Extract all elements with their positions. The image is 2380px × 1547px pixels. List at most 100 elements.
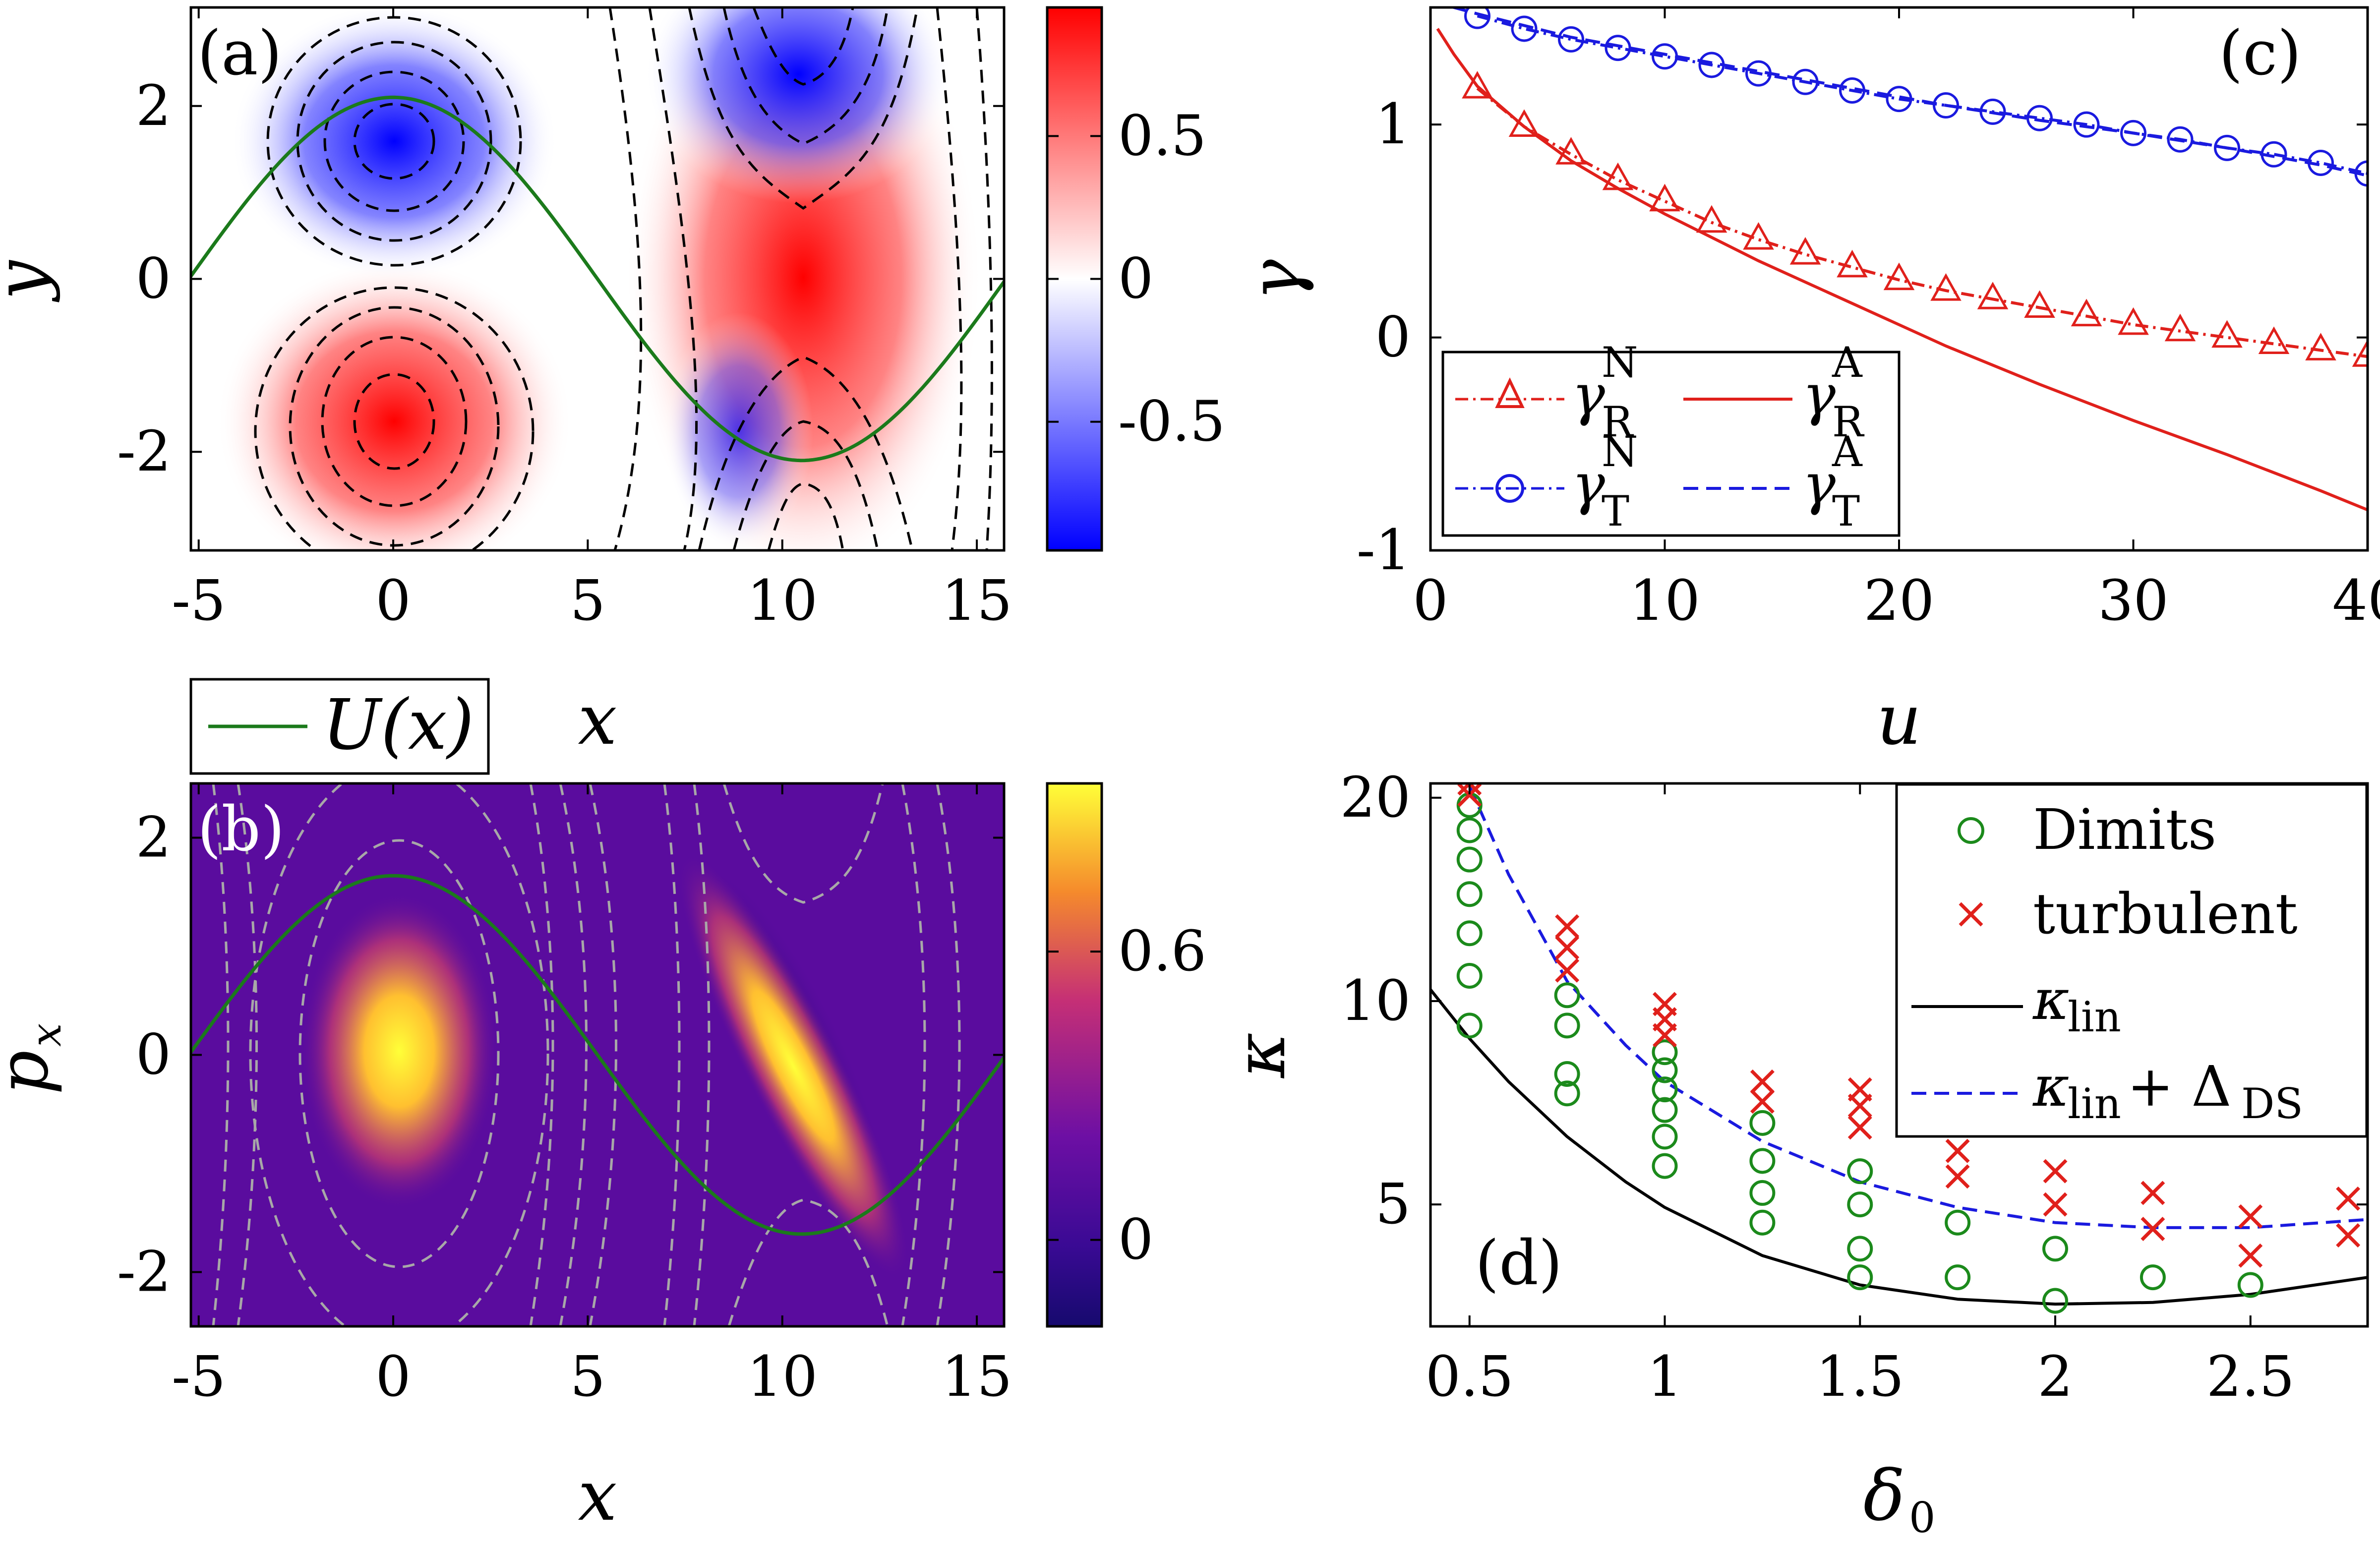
- point-turbulent: [1945, 1164, 1970, 1189]
- panel-b-ytick-label: 2: [136, 806, 171, 870]
- panel-a-ytick-label: 2: [136, 74, 171, 138]
- panel-a: -5 0 5 10 15 -2 0 2 (a) x y 0.5 0 -0.5 U(x): [0, 6, 1225, 775]
- series-gRN-marker: [2305, 333, 2336, 360]
- point-dimits: [1749, 1110, 1776, 1136]
- panel-c: 010203040-101 (c) u γ γ N R γ A R γ: [1235, 6, 2380, 761]
- svg-text:δ: δ: [1863, 1456, 1905, 1537]
- panel-d-ylabel: κ: [1220, 1032, 1301, 1079]
- point-turbulent: [1945, 1138, 1970, 1163]
- series-gTN-line: [1477, 14, 2368, 175]
- series-gRN-marker: [1462, 71, 1493, 99]
- svg-text:γ: γ: [1572, 363, 1606, 427]
- point-dimits: [1652, 1039, 1678, 1066]
- panel-a-ylabel: y: [0, 260, 61, 303]
- panel-a-cb-tick-label: 0.5: [1118, 104, 1206, 168]
- series-gTN-marker: [2073, 111, 2100, 138]
- series-gTN-marker: [2214, 134, 2240, 161]
- panel-d-xtick-label: 1.5: [1816, 1345, 1904, 1409]
- panel-c-ticks: 010203040-101: [1357, 7, 2380, 633]
- point-dimits: [2042, 1236, 2068, 1262]
- point-dimits: [1652, 1076, 1678, 1103]
- series-gRN-marker: [1649, 183, 1680, 212]
- panel-a-potential-curve: [191, 95, 1004, 463]
- series-gRN-marker: [1883, 262, 1915, 291]
- series-gRN-marker: [2164, 313, 2196, 342]
- panel-b-passing-stripe: [677, 853, 909, 1279]
- svg-text:N: N: [1602, 338, 1638, 387]
- point-dimits: [1652, 1124, 1678, 1150]
- legend-potential: U(x): [189, 678, 490, 775]
- panel-a-field: [191, 7, 1004, 550]
- panel-a-label: (a): [197, 18, 282, 89]
- svg-text:R: R: [1602, 398, 1634, 446]
- legend-dimits: Dimits: [1958, 798, 2216, 862]
- point-dimits: [1945, 1209, 1971, 1236]
- legend-gamma-r-numerical: γ N R: [1455, 338, 1638, 446]
- point-dimits: [1456, 1012, 1483, 1039]
- point-dimits: [1554, 1080, 1580, 1107]
- point-turbulent: [2141, 1181, 2165, 1205]
- panel-b-ylabel: p x: [0, 1023, 70, 1095]
- svg-text:γ: γ: [1802, 363, 1836, 427]
- panel-b-trapped-blob: [300, 892, 498, 1210]
- panel-a-xtick-label: 15: [942, 569, 1012, 633]
- point-turbulent: [1750, 1089, 1775, 1114]
- panel-c-xtick-label: 20: [1864, 569, 1935, 633]
- point-dimits: [1749, 1180, 1776, 1206]
- panel-d-xtick-label: 2.5: [2206, 1345, 2295, 1409]
- point-dimits: [2237, 1272, 2263, 1298]
- point-turbulent: [2238, 1243, 2263, 1268]
- legend-turbulent-label: turbulent: [2033, 882, 2298, 947]
- panel-b-ytick-label: 0: [136, 1023, 171, 1087]
- panel-b-field: [191, 783, 1004, 1326]
- panel-d-xlabel: δ 0: [1863, 1456, 1936, 1542]
- panel-b-xtick-label: 0: [375, 1345, 411, 1409]
- panel-a-xtick-label: 10: [747, 569, 818, 633]
- series-gTN-marker: [2120, 119, 2146, 146]
- series-gRN-marker: [2024, 290, 2055, 318]
- series-gTN-marker: [1558, 26, 1584, 53]
- svg-text:x: x: [22, 1023, 70, 1047]
- panel-a-ticks: -5 0 5 10 15 -2 0 2: [117, 7, 1012, 633]
- svg-text:p: p: [0, 1050, 64, 1095]
- panel-b-ticks: -5 0 5 10 15 -2 0 2: [117, 783, 1012, 1409]
- panel-a-xtick-label: -5: [172, 569, 226, 633]
- point-turbulent: [2336, 1186, 2361, 1211]
- legend-kappa-lin-plus-delta: κ lin + Δ DS: [1911, 1055, 2303, 1128]
- series-gRN-marker: [1977, 282, 2009, 309]
- svg-text:κ: κ: [2032, 1055, 2069, 1119]
- panel-b-xtick-label: 10: [747, 1345, 818, 1409]
- panel-d-ticks: 0.5 1 1.5 2 2.5 5 10 20: [1340, 766, 2368, 1409]
- panel-c-ylabel: γ: [1235, 259, 1316, 301]
- series-gRA-line: [1436, 28, 2368, 512]
- panel-b-xtick-label: 5: [570, 1345, 605, 1409]
- point-turbulent: [1847, 1115, 1872, 1140]
- legend-potential-label: U(x): [322, 685, 474, 766]
- svg-text:A: A: [1832, 427, 1863, 476]
- panel-b-potential-curve: [191, 874, 1004, 1236]
- panel-a-blue-vortex: [231, 7, 558, 280]
- point-dimits: [2140, 1264, 2166, 1291]
- point-turbulent: [1555, 914, 1580, 939]
- point-turbulent: [1555, 958, 1580, 983]
- point-dimits: [1652, 1097, 1678, 1123]
- point-turbulent: [1457, 783, 1482, 796]
- svg-text:lin: lin: [2068, 1079, 2121, 1128]
- panel-c-ytick-label: 0: [1375, 305, 1411, 370]
- point-turbulent: [1847, 1077, 1872, 1102]
- svg-text:γ: γ: [1572, 452, 1606, 517]
- legend-dimits-label: Dimits: [2033, 798, 2216, 862]
- series-gRN-marker: [1930, 273, 1962, 301]
- panel-a-cb-tick-label: 0: [1118, 247, 1153, 311]
- panel-b-contours: [212, 783, 961, 1326]
- panel-c-xtick-label: 0: [1413, 569, 1448, 633]
- panel-b-cb-tick-label: 0: [1118, 1208, 1153, 1272]
- series-gRN-marker: [2071, 298, 2102, 327]
- svg-text:T: T: [1602, 487, 1629, 536]
- svg-text:lin: lin: [2068, 993, 2121, 1041]
- panel-c-ytick-label: 1: [1375, 92, 1411, 157]
- point-turbulent: [1457, 783, 1482, 807]
- panel-c-xtick-label: 10: [1629, 569, 1700, 633]
- panel-a-colorbar-ticks: 0.5 0 -0.5: [1047, 104, 1225, 454]
